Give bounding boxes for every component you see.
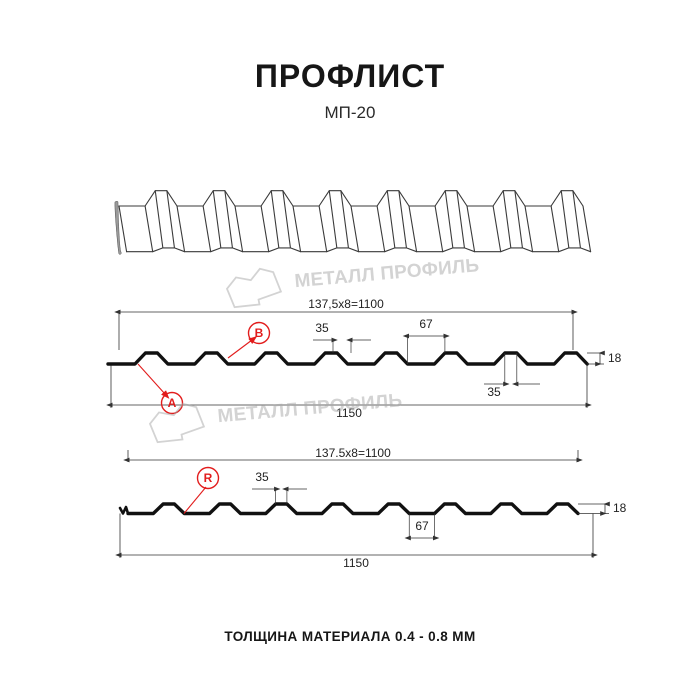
- svg-text:R: R: [204, 471, 213, 485]
- svg-text:МЕТАЛЛ ПРОФИЛЬ: МЕТАЛЛ ПРОФИЛЬ: [294, 255, 480, 292]
- svg-text:137.5x8=1100: 137.5x8=1100: [315, 446, 391, 460]
- svg-text:35: 35: [255, 470, 269, 484]
- svg-text:18: 18: [613, 501, 627, 515]
- svg-text:1150: 1150: [343, 556, 369, 570]
- svg-text:МЕТАЛЛ ПРОФИЛЬ: МЕТАЛЛ ПРОФИЛЬ: [217, 390, 403, 427]
- svg-text:67: 67: [415, 519, 429, 533]
